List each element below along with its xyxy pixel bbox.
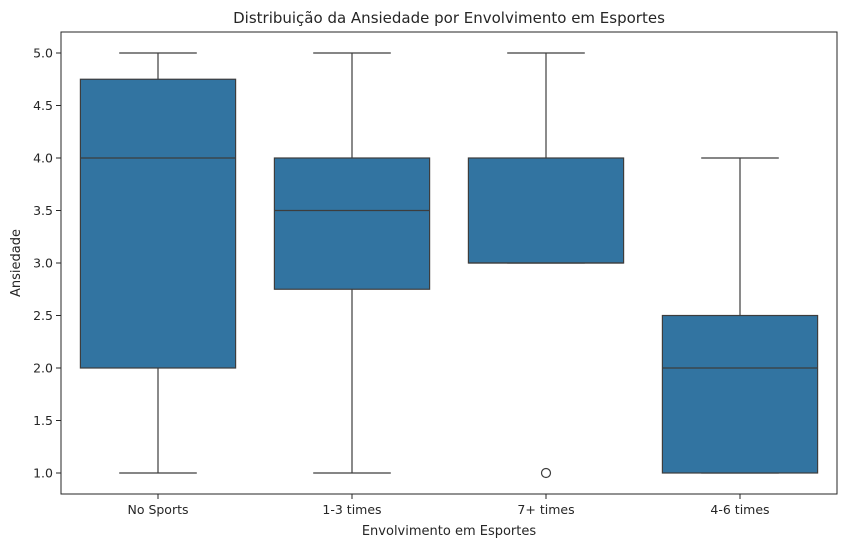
- x-tick-label: 4-6 times: [710, 502, 769, 517]
- y-tick-label: 4.5: [33, 98, 53, 113]
- x-tick-label: 1-3 times: [322, 502, 381, 517]
- box: [79, 78, 237, 369]
- y-tick-label: 1.5: [33, 413, 53, 428]
- box: [661, 314, 819, 474]
- y-tick-label: 5.0: [33, 46, 53, 61]
- x-tick-label: No Sports: [127, 502, 188, 517]
- x-tick-label: 7+ times: [517, 502, 574, 517]
- outlier-point: [540, 467, 552, 479]
- y-tick-label: 2.5: [33, 308, 53, 323]
- y-tick-label: 2.0: [33, 361, 53, 376]
- y-tick-label: 1.0: [33, 466, 53, 481]
- chart-title: Distribuição da Ansiedade por Envolvimen…: [233, 9, 665, 27]
- y-tick-label: 3.5: [33, 203, 53, 218]
- x-axis-label: Envolvimento em Esportes: [362, 524, 537, 539]
- box: [273, 157, 431, 290]
- y-tick-label: 4.0: [33, 151, 53, 166]
- y-axis-label: Ansiedade: [9, 229, 24, 297]
- y-tick-label: 3.0: [33, 256, 53, 271]
- box: [467, 157, 625, 264]
- plot-area: 1.0 1.5 2.0 2.5 3.0 3.5 4.0 4.5 5.0 No Sports 1-3 …: [33, 31, 838, 517]
